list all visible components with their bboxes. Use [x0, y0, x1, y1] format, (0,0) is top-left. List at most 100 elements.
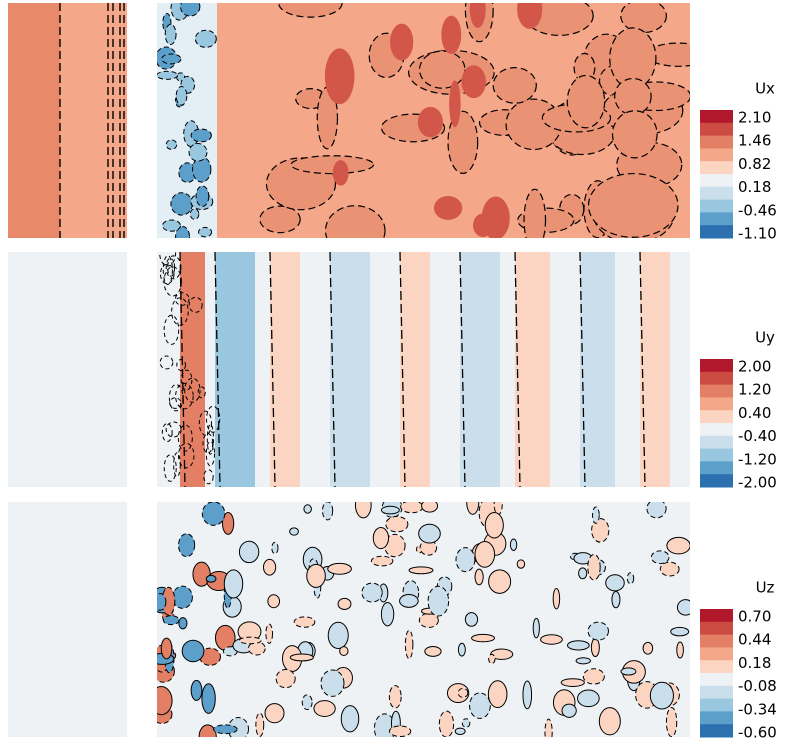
field-blob [524, 189, 545, 250]
field-blob [190, 209, 199, 219]
field-blob [265, 704, 284, 723]
colorbar-band [700, 724, 733, 737]
field-blob [650, 682, 673, 709]
field-blob [651, 551, 669, 564]
field-blob [621, 0, 667, 32]
colorbar-band [700, 148, 733, 161]
colorbar-tick-label: 2.10 [738, 109, 771, 127]
field-blob [599, 708, 620, 735]
field-blob [510, 539, 516, 550]
field-blob [493, 68, 536, 104]
field-blob [239, 541, 258, 562]
field-blob [567, 641, 589, 650]
field-stripe [580, 252, 615, 487]
field-blob [163, 220, 181, 231]
inlet-field [8, 252, 127, 487]
colorbar-band [700, 372, 733, 385]
colorbar-tick-label: -1.10 [738, 225, 777, 243]
field-blob [579, 568, 587, 579]
colorbar-tick-label: -0.46 [738, 201, 777, 219]
colorbar-band [700, 711, 733, 724]
colorbar-tick-label: 0.18 [738, 654, 771, 672]
field-blob [163, 616, 179, 625]
field-blob [165, 24, 176, 44]
field-blob [195, 30, 216, 47]
field-blob [677, 642, 684, 658]
contour-field [150, 490, 694, 748]
field-blob [449, 80, 461, 127]
field-blob [455, 728, 465, 734]
contour-field [156, 0, 711, 256]
field-blob [176, 87, 187, 106]
colorbar-band [700, 161, 733, 174]
field-blob [428, 586, 449, 616]
field-blob [643, 642, 653, 654]
inlet-band [8, 3, 60, 238]
field-blob [381, 603, 393, 626]
colorbar-band [700, 136, 733, 149]
field-blob [470, 693, 491, 719]
field-blob [341, 706, 358, 732]
colorbar-tick-label: 0.82 [738, 155, 771, 173]
colorbar-band [700, 187, 733, 200]
colorbar-band [700, 686, 733, 699]
field-blob [338, 598, 351, 609]
field-blob [419, 613, 438, 627]
field-blob [182, 640, 204, 661]
field-blob [488, 681, 507, 708]
field-blob [290, 528, 299, 535]
field-blob [541, 635, 563, 644]
field-blob [461, 65, 486, 98]
field-blob [627, 573, 633, 584]
colorbar-tick-label: 1.46 [738, 132, 771, 150]
field-blob [647, 499, 666, 517]
field-blob [621, 668, 636, 675]
field-blob [562, 704, 576, 717]
field-blob [419, 51, 465, 88]
field-blob [276, 670, 295, 688]
colorbar-tick-label: 2.00 [738, 358, 771, 376]
panel-row: Uy2.001.200.40-0.40-1.20-2.00 [8, 239, 777, 492]
field-blob [561, 679, 584, 687]
field-blob [355, 492, 371, 518]
field-blob [422, 500, 438, 512]
field-blob [612, 111, 657, 158]
field-blob [588, 622, 608, 640]
field-blob [545, 719, 552, 745]
field-blob [173, 586, 193, 608]
field-blob [333, 160, 349, 185]
colorbar-band [700, 123, 733, 136]
field-blob [409, 567, 433, 574]
field-blob [660, 562, 679, 576]
colorbar-band [700, 660, 733, 673]
field-blob [322, 502, 332, 520]
colorbar-tick-label: 0.44 [738, 631, 771, 649]
colorbar-tick-label: 1.20 [738, 381, 771, 399]
field-blob [591, 639, 599, 657]
colorbar-band [700, 423, 733, 436]
field-blob [533, 618, 539, 637]
panel-row: Ux2.101.460.820.18-0.46-1.10 [8, 0, 777, 256]
field-blob [441, 16, 461, 54]
colorbar-band [700, 609, 733, 622]
field-stripe [215, 252, 255, 487]
field-blob [202, 684, 215, 714]
colorbar-band [700, 474, 733, 487]
field-blob [294, 617, 315, 627]
field-blob [434, 196, 462, 220]
colorbar-title: Uy [755, 329, 775, 347]
field-blob [256, 713, 264, 736]
colorbar-band [700, 385, 733, 398]
field-blob [321, 670, 344, 696]
page: {"panels": [ {"label": "Ux", "ticks": ["… [0, 0, 792, 748]
field-blob [475, 542, 495, 568]
field-blob [290, 654, 313, 661]
field-blob [389, 686, 401, 708]
inlet-field [8, 502, 127, 737]
field-blob [523, 681, 532, 709]
field-blob [161, 638, 172, 659]
field-blob [405, 630, 412, 658]
field-blob [325, 48, 355, 104]
field-blob [304, 505, 311, 513]
field-blob [419, 524, 441, 543]
